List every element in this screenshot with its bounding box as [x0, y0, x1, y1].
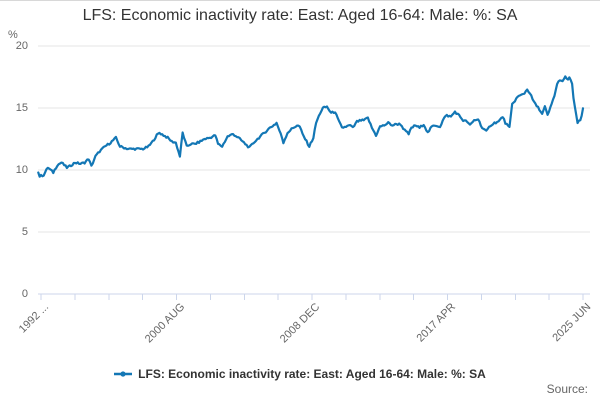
source-label: Source:	[546, 382, 588, 396]
chart-title: LFS: Economic inactivity rate: East: Age…	[82, 7, 518, 24]
series-line[interactable]	[37, 75, 585, 178]
y-axis-label: 20	[15, 40, 28, 52]
legend-line-marker-icon	[114, 371, 133, 377]
y-axis-label: 10	[15, 164, 28, 176]
legend-label: LFS: Economic inactivity rate: East: Age…	[138, 367, 486, 381]
y-axis-unit-label: %	[8, 29, 18, 41]
legend-item[interactable]: LFS: Economic inactivity rate: East: Age…	[0, 365, 600, 383]
y-axis-label: 15	[15, 102, 28, 114]
y-axis-label: 0	[21, 288, 28, 300]
y-axis-label: 5	[21, 226, 28, 238]
